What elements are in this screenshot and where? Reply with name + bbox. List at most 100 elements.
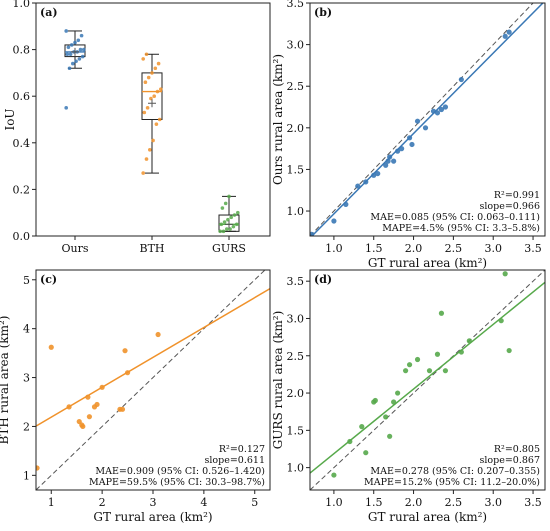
data-point xyxy=(231,224,236,229)
plot-area xyxy=(310,3,544,236)
data-point xyxy=(77,57,82,61)
data-point xyxy=(438,310,445,316)
data-point xyxy=(375,170,381,177)
y-axis-label: IoU xyxy=(3,108,17,130)
data-point xyxy=(234,222,239,227)
data-point xyxy=(94,401,100,408)
data-point xyxy=(438,106,445,113)
y-axis-label: GURS rural area (km²) xyxy=(271,311,285,450)
panel-frame xyxy=(309,269,546,491)
data-point xyxy=(157,117,162,122)
data-point xyxy=(71,61,75,66)
x-tick-label: 5 xyxy=(251,496,258,509)
data-point xyxy=(144,52,149,57)
box-gurs xyxy=(218,194,240,234)
data-point xyxy=(426,368,433,374)
data-point xyxy=(399,146,405,152)
y-tick-label: 4 xyxy=(23,323,30,336)
mean-marker xyxy=(148,99,156,108)
data-point xyxy=(76,38,81,43)
x-tick-label: 2.0 xyxy=(405,242,423,255)
y-tick-label: 0.0 xyxy=(13,230,31,243)
data-point xyxy=(502,271,508,277)
stats-line: MAPE=15.2% (95% CI: 11.2–20.0%) xyxy=(364,477,540,488)
y-tick-label: 3.0 xyxy=(287,39,305,52)
data-point xyxy=(64,29,68,33)
data-point xyxy=(363,450,369,456)
y-tick-label: 3.5 xyxy=(287,275,305,288)
panel-label: (c) xyxy=(40,273,57,286)
identity-line xyxy=(310,270,545,490)
data-point xyxy=(154,122,159,126)
data-point xyxy=(395,148,401,154)
data-point xyxy=(229,215,233,220)
x-tick-label: BTH xyxy=(139,242,164,255)
data-point xyxy=(64,106,68,110)
data-point xyxy=(68,52,73,57)
data-point xyxy=(395,390,401,396)
data-point xyxy=(153,66,158,71)
data-point xyxy=(152,94,156,98)
y-axis-label: BTH rural area (km²) xyxy=(0,316,11,445)
stats-line: MAE=0.085 (95% CI: 0.063–0.111) xyxy=(370,212,540,223)
stats-line: R²=0.805 xyxy=(494,444,540,455)
data-point xyxy=(310,231,315,236)
data-point xyxy=(80,423,86,430)
stats-line: MAE=0.278 (95% CI: 0.207–0.355) xyxy=(370,466,540,477)
data-point xyxy=(74,59,78,64)
data-point xyxy=(383,162,389,168)
y-tick-label: 0.2 xyxy=(13,183,31,196)
panel-b: 1.0 1.5 2.0 2.5 3.0 3.5 1.0 1.5 2.0 2.5 3.0 3.5 GT r… xyxy=(271,0,546,270)
panel-frame xyxy=(35,2,271,237)
x-axis-label: GT rural area (km²) xyxy=(368,510,487,524)
x-tick-label: 3.5 xyxy=(524,496,542,509)
data-point xyxy=(458,76,464,83)
data-point xyxy=(383,414,389,420)
data-point xyxy=(506,347,512,354)
data-point xyxy=(409,141,415,148)
panel-label: (b) xyxy=(314,6,332,19)
stats-line: MAE=0.909 (95% CI: 0.526–1.420) xyxy=(95,466,265,477)
stats-line: MAPE=59.5% (95% CI: 30.3–98.7%) xyxy=(89,477,265,488)
data-point xyxy=(141,171,145,175)
data-point xyxy=(48,344,54,350)
data-point xyxy=(343,201,349,207)
data-point xyxy=(221,229,226,234)
data-point xyxy=(150,71,154,75)
data-point xyxy=(36,465,40,471)
data-point xyxy=(159,87,163,92)
y-tick-label: 0.6 xyxy=(13,90,31,103)
y-tick-label: 1 xyxy=(23,469,30,482)
data-point xyxy=(146,75,151,80)
data-point xyxy=(99,384,105,390)
y-tick-label: 2.5 xyxy=(287,80,305,93)
identity-line xyxy=(36,270,266,490)
mean-marker xyxy=(225,220,233,229)
data-point xyxy=(498,318,504,324)
data-point xyxy=(223,201,228,206)
data-point xyxy=(502,33,508,39)
y-tick-label: 3 xyxy=(23,372,30,385)
data-point xyxy=(331,218,337,224)
panel-label: (a) xyxy=(40,6,58,19)
data-point xyxy=(442,104,449,110)
x-tick-label: 2.0 xyxy=(405,496,423,509)
data-point xyxy=(156,61,161,66)
data-point xyxy=(73,40,77,45)
y-axis-label: Ours rural area (km²) xyxy=(271,54,285,185)
x-tick-label: 1.0 xyxy=(325,242,343,255)
data-point xyxy=(144,157,149,161)
data-point xyxy=(86,414,93,420)
data-point xyxy=(331,472,337,478)
data-point xyxy=(363,179,369,185)
panel-d: 1.0 1.5 2.0 2.5 3.0 3.5 1.0 1.5 2.0 2.5 3.0 3.5 GT r… xyxy=(271,269,546,524)
x-axis-label: GT rural area (km²) xyxy=(93,510,212,524)
stats-line: R²=0.127 xyxy=(219,444,265,455)
data-point xyxy=(222,220,227,224)
y-tick-label: 2.0 xyxy=(287,387,305,400)
panel-c: 1 2 3 4 5 1 2 3 4 5 GT rural area (km²) BTH rural a… xyxy=(0,269,271,524)
data-point xyxy=(65,52,70,57)
x-tick-label: 4 xyxy=(200,496,207,509)
data-point xyxy=(414,356,421,363)
